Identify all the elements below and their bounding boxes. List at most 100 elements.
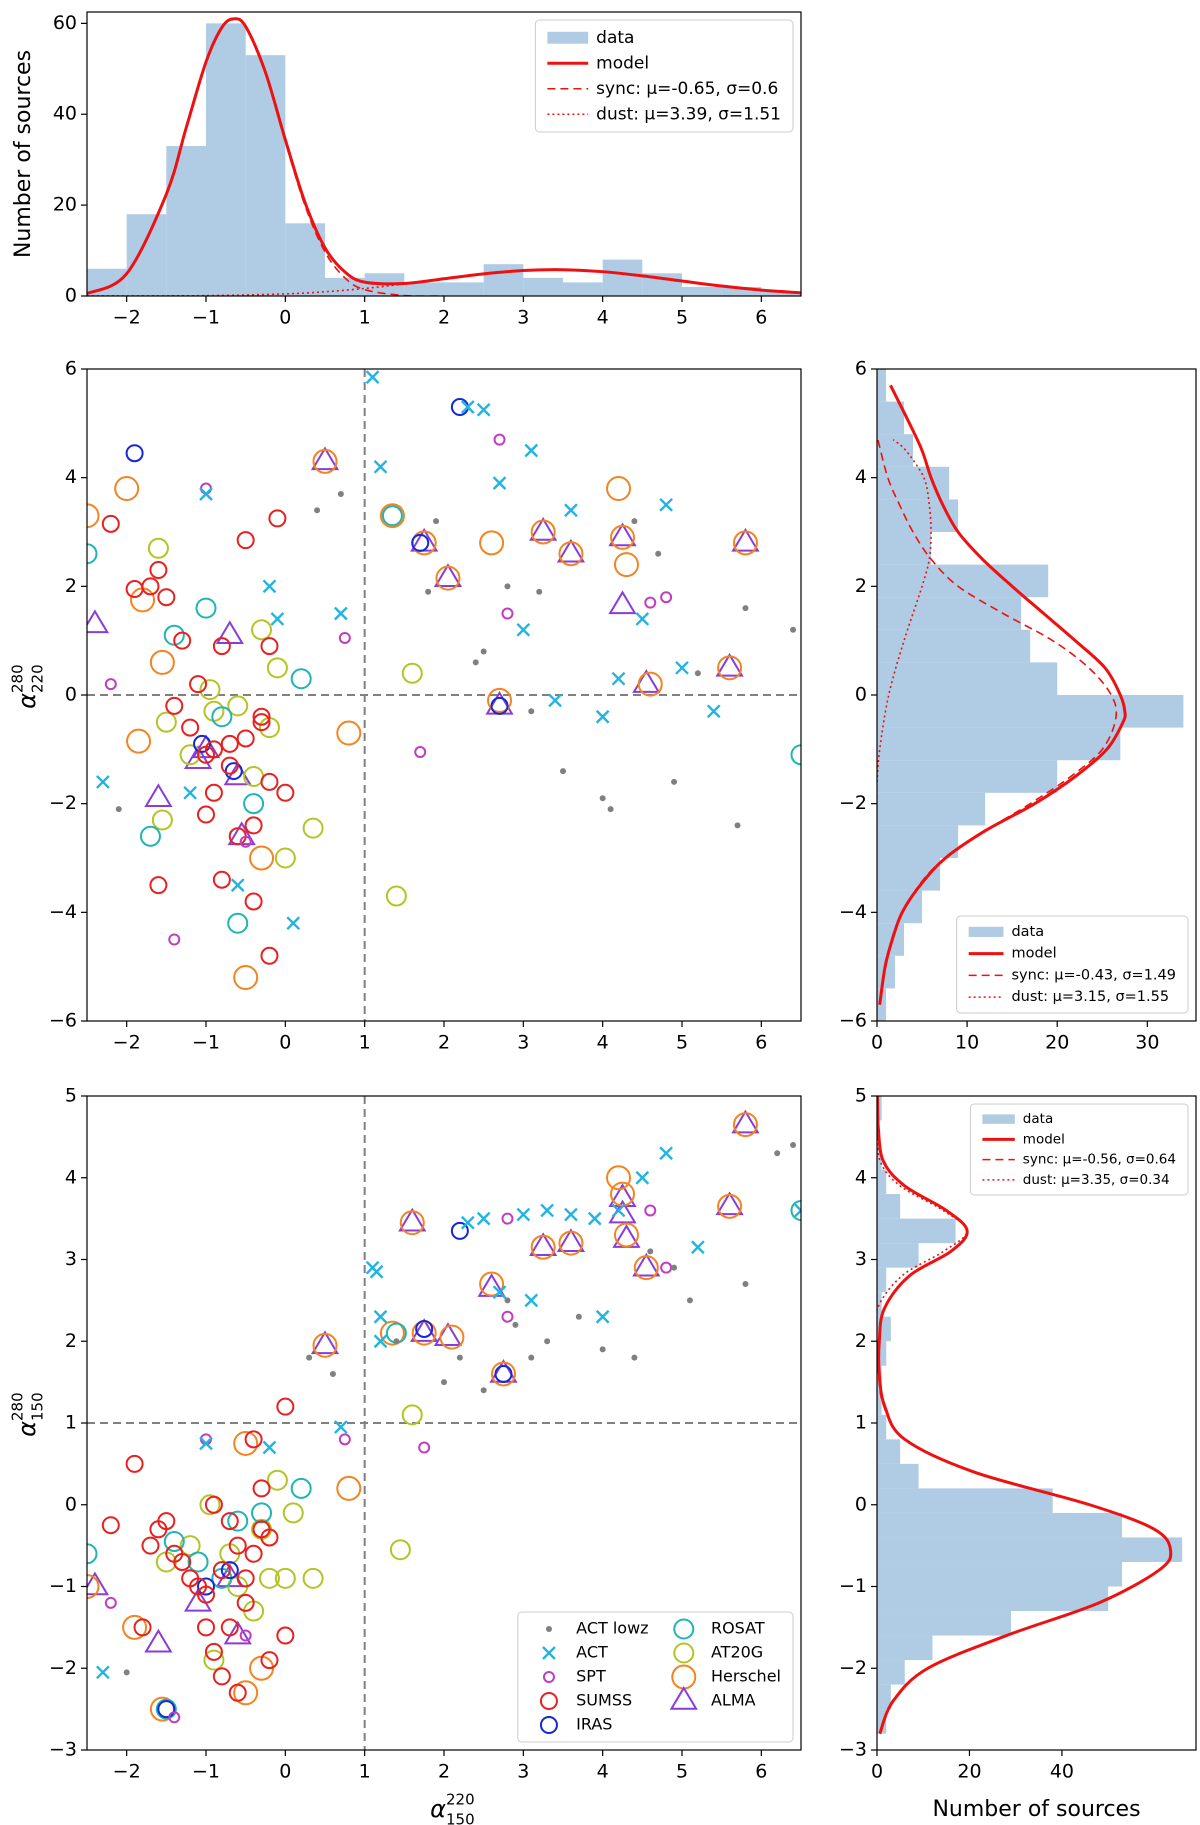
point <box>151 809 173 831</box>
point <box>516 622 531 637</box>
point <box>173 1552 192 1571</box>
x-tick-label: −2 <box>113 307 141 329</box>
y-tick-label: 4 <box>65 466 77 488</box>
point <box>494 1364 513 1383</box>
y-tick-label: −2 <box>49 792 77 814</box>
point <box>260 772 279 791</box>
point <box>611 1203 626 1218</box>
point <box>220 1561 239 1580</box>
point <box>141 1536 160 1555</box>
model-curve <box>87 17 445 296</box>
point <box>539 1716 558 1734</box>
legend-item: SUMSS <box>539 1691 632 1710</box>
axis-label: Number of sources <box>11 50 36 258</box>
histogram-bar <box>877 1390 882 1415</box>
x-tick-label: 6 <box>755 307 767 329</box>
point <box>266 657 288 679</box>
point <box>189 1577 208 1596</box>
point <box>501 1212 514 1225</box>
point <box>252 713 271 732</box>
legend-label: data <box>1011 924 1044 940</box>
point <box>144 1628 173 1653</box>
point <box>191 734 221 759</box>
legend-label: dust: μ=3.15, σ=1.55 <box>1011 989 1169 1005</box>
x-tick-label: 2 <box>438 307 450 329</box>
legend-box <box>956 915 1189 1014</box>
x-tick-label: 0 <box>279 1761 291 1783</box>
point <box>228 1536 247 1555</box>
histogram-bar <box>877 1169 887 1195</box>
histogram-bar <box>682 286 722 296</box>
histogram-bar <box>126 214 167 296</box>
point <box>399 1210 425 1236</box>
point <box>249 845 275 871</box>
point <box>410 527 439 552</box>
point <box>195 597 217 619</box>
point <box>204 1642 223 1661</box>
point <box>334 1420 348 1434</box>
legend-box <box>969 1103 1189 1196</box>
point <box>87 609 110 634</box>
y-tick-label: 3 <box>65 1248 77 1270</box>
point <box>336 720 362 746</box>
point <box>418 1441 431 1454</box>
point <box>157 1512 176 1531</box>
legend-box <box>517 1611 794 1743</box>
point <box>212 870 231 889</box>
histogram-bar <box>877 727 1121 761</box>
histogram-bar <box>877 1218 956 1244</box>
legend-item: ACT <box>542 1643 608 1662</box>
point <box>183 785 197 800</box>
point <box>101 514 120 533</box>
point <box>401 1404 423 1426</box>
point <box>480 1387 487 1394</box>
axis-label: Number of sources <box>932 1797 1140 1822</box>
point <box>493 433 506 446</box>
point <box>197 1618 215 1637</box>
point <box>472 659 479 666</box>
x-tick-label: 1 <box>359 307 371 329</box>
point <box>715 652 744 677</box>
point <box>334 606 348 621</box>
point <box>558 541 584 567</box>
point <box>504 583 511 590</box>
point <box>224 762 243 781</box>
y-tick-label: 6 <box>65 358 77 380</box>
histogram-bar <box>877 988 887 1021</box>
y-tick-label: 60 <box>53 12 77 34</box>
axis-label-sub: 220 <box>29 664 47 693</box>
point <box>530 519 556 545</box>
legend-item: sync: μ=-0.56, σ=0.64 <box>982 1152 1176 1168</box>
point <box>276 783 295 802</box>
legend-label: AT20G <box>711 1643 763 1662</box>
legend-item: dust: μ=3.35, σ=0.34 <box>982 1172 1170 1188</box>
point <box>181 718 200 737</box>
histogram-bar <box>877 760 1058 793</box>
legend: ACT lowz ACT SPT SUMSS IRAS ROSAT AT20G Hersche… <box>517 1611 794 1743</box>
histogram-bar <box>602 259 643 296</box>
point <box>168 933 181 946</box>
y-tick-label: −6 <box>839 1010 867 1032</box>
histogram-bar <box>877 564 1049 598</box>
x-tick-label: 0 <box>871 1761 883 1783</box>
histogram-bar <box>877 1586 1109 1612</box>
point <box>794 1203 801 1218</box>
y-tick-label: 20 <box>53 194 77 216</box>
point <box>433 563 463 587</box>
x-tick-label: 0 <box>279 1032 291 1054</box>
point <box>545 1626 552 1632</box>
point <box>556 538 586 563</box>
point <box>155 711 177 733</box>
point <box>536 588 543 595</box>
point <box>644 596 657 609</box>
point <box>479 530 505 556</box>
point <box>660 1261 673 1274</box>
y-tick-label: 2 <box>65 575 77 597</box>
point <box>524 1293 539 1308</box>
point <box>774 1150 781 1157</box>
point <box>401 662 423 684</box>
point <box>433 518 440 525</box>
point <box>199 679 221 701</box>
point <box>236 1593 255 1612</box>
